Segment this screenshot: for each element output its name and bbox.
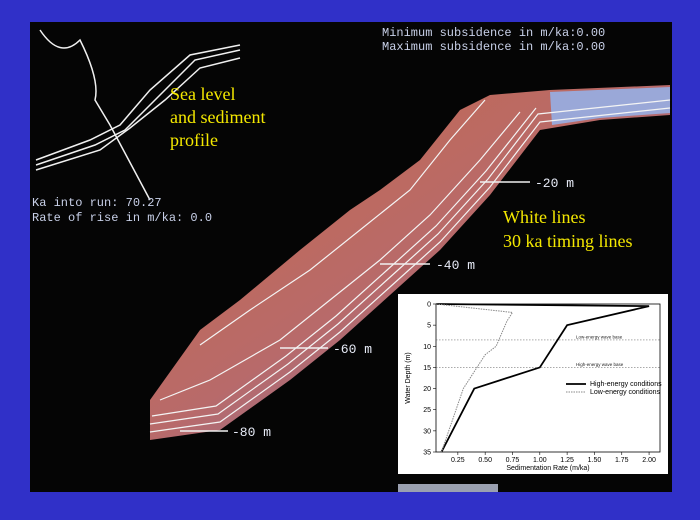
legend-label: High-energy conditions bbox=[590, 381, 662, 388]
reference-label: High-energy wave base bbox=[576, 362, 624, 367]
y-tick-label: 0 bbox=[427, 302, 431, 309]
annotation: White lines bbox=[503, 207, 585, 227]
inset-panel bbox=[398, 294, 668, 474]
y-tick-label: 15 bbox=[423, 365, 431, 372]
x-tick-label: 0.50 bbox=[478, 457, 492, 464]
reference-label: Low-energy wave base bbox=[576, 334, 623, 339]
x-tick-label: 2.00 bbox=[642, 457, 656, 464]
annotation: profile bbox=[170, 130, 218, 150]
min-subsidence: Minimum subsidence in m/ka:0.00 bbox=[382, 26, 605, 40]
annotation: and sediment bbox=[170, 107, 265, 127]
depth-label: -20 m bbox=[535, 176, 574, 191]
data-line bbox=[435, 303, 514, 453]
timing-lines bbox=[149, 99, 671, 433]
y-tick-label: 25 bbox=[423, 407, 431, 414]
sediment-body bbox=[150, 85, 670, 440]
y-tick-label: 30 bbox=[423, 428, 431, 435]
max-subsidence: Maximum subsidence in m/ka:0.00 bbox=[382, 40, 605, 54]
y-tick-label: 35 bbox=[423, 450, 431, 457]
depth-ticks bbox=[180, 181, 530, 432]
plot-frame bbox=[435, 303, 661, 453]
x-tick-label: 0.75 bbox=[506, 457, 520, 464]
x-tick-label: 0.25 bbox=[451, 457, 465, 464]
ka-into-run: Ka into run: 70.27 bbox=[32, 196, 162, 210]
depth-label: -40 m bbox=[436, 258, 475, 273]
y-tick-label: 5 bbox=[427, 323, 431, 330]
footer-bar bbox=[398, 484, 498, 492]
x-tick-label: 1.00 bbox=[533, 457, 547, 464]
x-tick-label: 1.75 bbox=[615, 457, 629, 464]
depth-label: -60 m bbox=[333, 342, 372, 357]
y-tick-label: 10 bbox=[423, 344, 431, 351]
y-axis-label: Water Depth (m) bbox=[405, 352, 412, 403]
annotation: Sea level bbox=[170, 84, 235, 104]
legend-label: Low-energy conditions bbox=[590, 389, 661, 396]
rate-of-rise: Rate of rise in m/ka: 0.0 bbox=[32, 211, 212, 225]
x-tick-label: 1.50 bbox=[588, 457, 602, 464]
data-line bbox=[435, 303, 650, 453]
depth-label: -80 m bbox=[232, 425, 271, 440]
annotation: 30 ka timing lines bbox=[503, 231, 633, 251]
profile-sketch bbox=[35, 29, 241, 201]
x-axis-label: Sedimentation Rate (m/ka) bbox=[506, 465, 589, 472]
y-tick-label: 20 bbox=[423, 386, 431, 393]
x-tick-label: 1.25 bbox=[560, 457, 574, 464]
